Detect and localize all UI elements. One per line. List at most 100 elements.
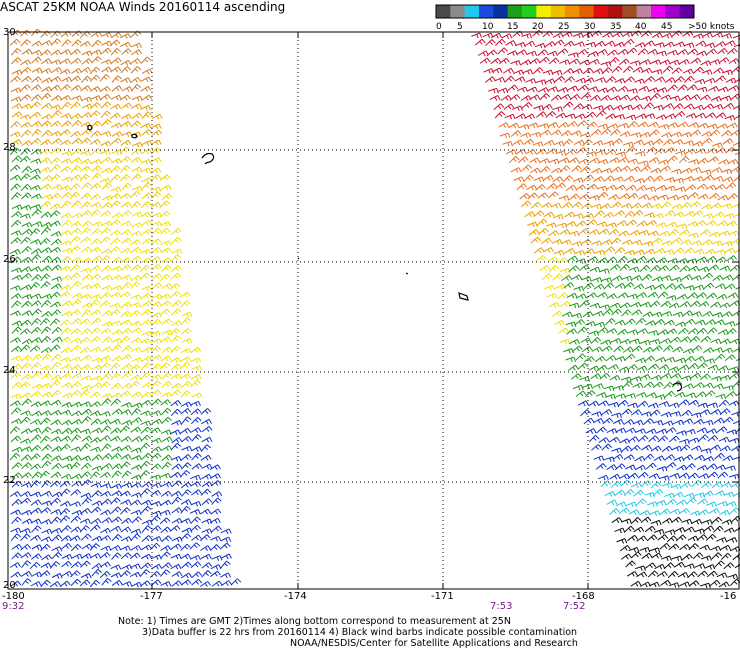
wind-barb [673, 177, 684, 184]
wind-barb [120, 113, 132, 120]
wind-barb [129, 239, 141, 246]
wind-barb [535, 255, 547, 262]
wind-barb [40, 68, 52, 74]
wind-barb [669, 473, 681, 479]
wind-barb [690, 57, 702, 64]
wind-barb [595, 110, 607, 118]
wind-barb [120, 536, 132, 542]
wind-barb [679, 229, 691, 236]
wind-barb [710, 301, 721, 308]
wind-barb [612, 419, 624, 425]
wind-barb [180, 518, 192, 524]
wind-barb [724, 321, 736, 327]
wind-barb [601, 345, 613, 352]
wind-barb [635, 113, 647, 120]
wind-barb [727, 193, 739, 201]
wind-barb [692, 140, 704, 147]
wind-barb [209, 517, 221, 524]
wind-barb [89, 299, 101, 307]
wind-barb [120, 264, 132, 272]
wind-barb [663, 138, 674, 146]
wind-barb [712, 67, 724, 74]
wind-barb [575, 353, 587, 361]
wind-barb [565, 184, 577, 191]
wind-barb [594, 249, 606, 256]
wind-barb [597, 257, 609, 264]
wind-barb [50, 104, 62, 111]
wind-barb [89, 471, 101, 479]
wind-barb [30, 204, 42, 210]
wind-barb [20, 29, 31, 37]
wind-barb [704, 42, 716, 49]
wind-barb [111, 344, 122, 352]
wind-barb [100, 248, 112, 255]
legend-label: 40 [635, 22, 647, 32]
wind-barb [690, 445, 702, 452]
legend-swatch [536, 5, 552, 18]
wind-barb [170, 363, 182, 371]
wind-barb [40, 49, 52, 57]
wind-barb [614, 78, 626, 84]
wind-barb [61, 570, 73, 577]
wind-barb [120, 310, 132, 318]
wind-barb [30, 300, 42, 307]
wind-barb [81, 274, 93, 281]
wind-barb [607, 49, 618, 56]
wind-barb [694, 492, 706, 498]
wind-barb [130, 58, 141, 65]
wind-barb [687, 472, 699, 480]
wind-barb [621, 239, 633, 246]
wind-barb [159, 210, 171, 218]
wind-barb [688, 122, 699, 128]
wind-barb [508, 122, 520, 129]
wind-barb [141, 192, 153, 200]
wind-barb [619, 94, 631, 101]
wind-barb [723, 562, 735, 570]
wind-barb [714, 560, 725, 568]
wind-barb [717, 365, 729, 372]
wind-barb [568, 302, 580, 309]
wind-barb [530, 132, 542, 138]
wind-barb [30, 94, 42, 102]
wind-barb [180, 543, 191, 551]
wind-barb [553, 249, 565, 256]
wind-barb [606, 293, 618, 300]
wind-barb [40, 273, 51, 282]
wind-barb [664, 185, 676, 192]
wind-barb [609, 508, 620, 515]
wind-barb [617, 256, 628, 263]
island-outline [405, 272, 409, 275]
wind-barb [51, 138, 63, 145]
wind-barb [171, 419, 183, 426]
wind-barb [61, 300, 73, 307]
wind-barb [673, 211, 685, 218]
wind-barb [657, 194, 669, 200]
wind-barb [99, 149, 111, 156]
wind-barb [728, 85, 740, 91]
wind-barb [636, 535, 648, 542]
wind-barb [669, 336, 681, 343]
wind-barb [19, 328, 31, 335]
wind-barb [71, 212, 83, 219]
wind-barb [493, 103, 505, 110]
wind-barb [568, 339, 580, 345]
wind-barb [690, 412, 702, 418]
wind-barb [110, 186, 122, 193]
wind-barb [170, 543, 182, 550]
wind-barb [575, 258, 587, 264]
wind-barb [664, 177, 675, 183]
wind-barb [609, 157, 621, 163]
wind-barb [51, 184, 63, 190]
wind-barb [160, 273, 171, 282]
wind-barb [130, 374, 142, 381]
wind-barb [140, 85, 152, 92]
wind-barb [624, 318, 636, 326]
wind-barb [160, 336, 172, 343]
wind-barb [41, 426, 52, 435]
wind-barb [170, 408, 182, 417]
wind-barb [51, 353, 62, 362]
wind-barb [652, 175, 664, 183]
wind-barb [150, 437, 163, 444]
wind-barb [538, 87, 550, 93]
island-outlines [87, 124, 683, 392]
